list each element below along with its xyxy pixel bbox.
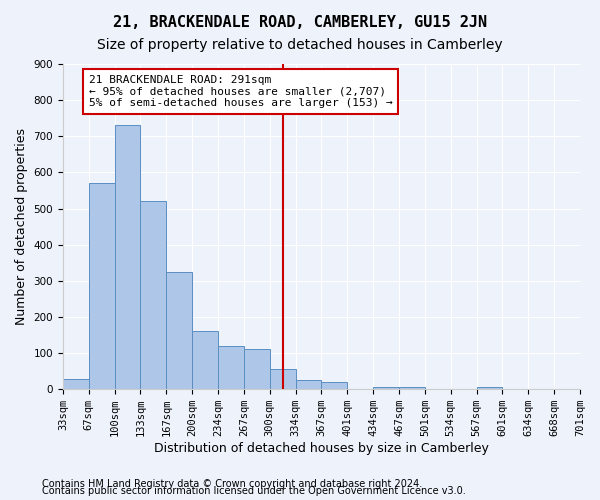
Bar (89, 183, 115, 389)
Text: Size of property relative to detached houses in Camberley: Size of property relative to detached ho… (97, 38, 503, 52)
Y-axis label: Number of detached properties: Number of detached properties (15, 128, 28, 325)
Text: 21, BRACKENDALE ROAD, CAMBERLEY, GU15 2JN: 21, BRACKENDALE ROAD, CAMBERLEY, GU15 2J… (113, 15, 487, 30)
Bar (322, 382, 347, 389)
Bar (296, 380, 322, 389)
Text: Contains HM Land Registry data © Crown copyright and database right 2024.: Contains HM Land Registry data © Crown c… (42, 479, 422, 489)
Text: 21 BRACKENDALE ROAD: 291sqm
← 95% of detached houses are smaller (2,707)
5% of s: 21 BRACKENDALE ROAD: 291sqm ← 95% of det… (89, 75, 392, 108)
Bar (192, 332, 218, 389)
Bar (476, 388, 502, 389)
Bar (244, 350, 270, 389)
Bar (373, 388, 399, 389)
Bar (166, 272, 192, 389)
Bar (140, 202, 166, 389)
Bar (218, 346, 244, 389)
Text: Contains public sector information licensed under the Open Government Licence v3: Contains public sector information licen… (42, 486, 466, 496)
Bar (399, 388, 425, 389)
Bar (270, 370, 296, 389)
Bar (63, 380, 89, 389)
X-axis label: Distribution of detached houses by size in Camberley: Distribution of detached houses by size … (154, 442, 489, 455)
Bar (115, 126, 140, 389)
